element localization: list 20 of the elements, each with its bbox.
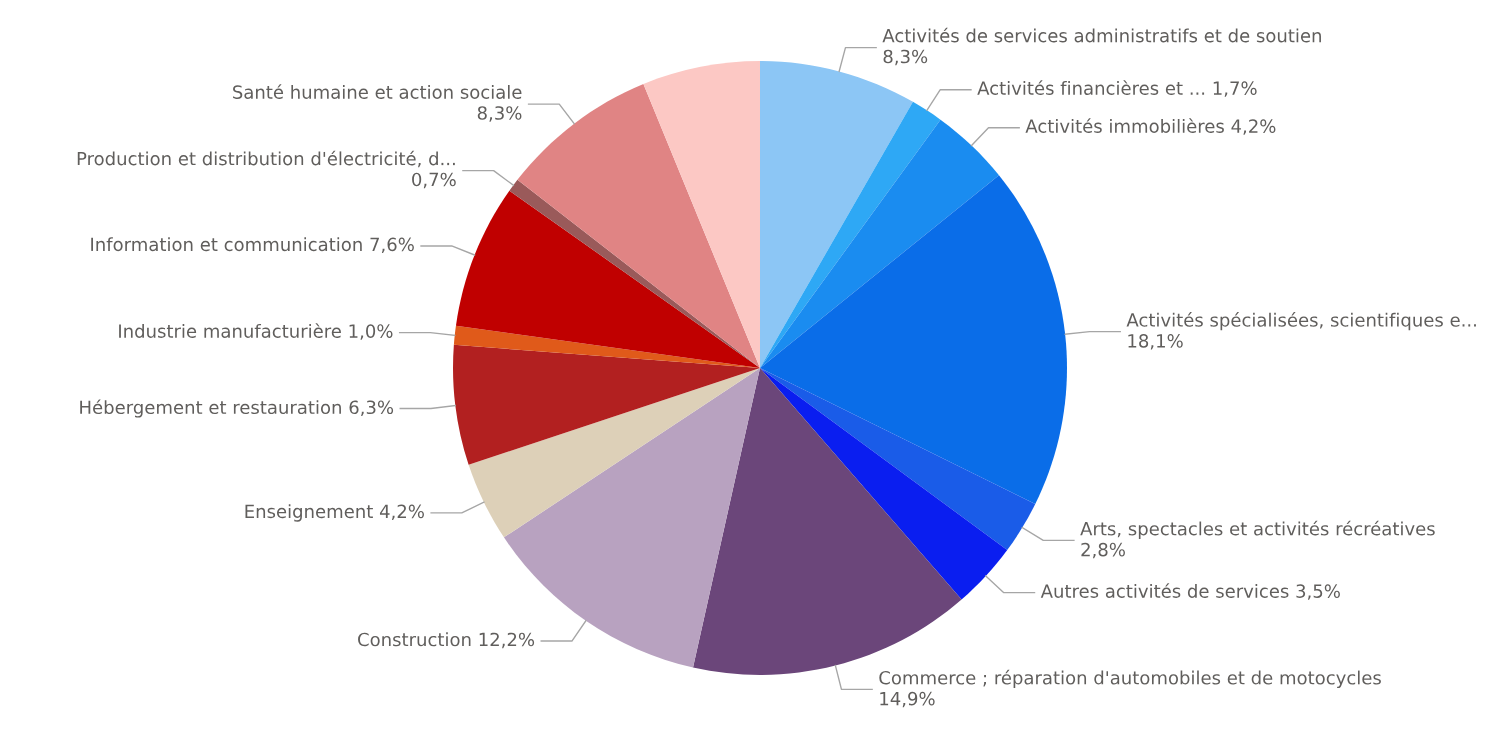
slice-label: Arts, spectacles et activités récréatives	[1080, 520, 1435, 539]
data-label: 14,9%	[880, 691, 935, 708]
slice-label: Autres activités de services 3,5%	[1040, 583, 1340, 600]
slice-label: Activités immobilières 4,2%	[1025, 118, 1276, 135]
slice-label: Activités spécialisées, scientifiques e...	[1126, 312, 1476, 331]
slice-label: Industrie manufacturière 1,0%	[119, 323, 393, 340]
slice-label: Santé humaine et action sociale	[233, 84, 522, 99]
slice-label: Information et communication 7,6%	[91, 237, 414, 254]
data-label: 2,8%	[1081, 542, 1125, 559]
slice-label: Commerce ; réparation d'automobiles et de motocycles	[879, 669, 1381, 689]
slice-label: Hébergement et restauration 6,3%	[80, 399, 394, 418]
slice-label: Enseignement 4,2%	[245, 504, 424, 522]
data-label: 8,3%	[883, 49, 928, 66]
slice-label: Activités financières et ... 1,7%	[977, 80, 1257, 97]
data-label: 18,1%	[1128, 334, 1183, 350]
slice-label: Production et distribution d'électricité, d...	[77, 150, 455, 168]
slice-label: Activités de services administratifs et de soutien	[882, 27, 1321, 43]
data-label: 0,7%	[412, 172, 456, 189]
slice-label: Construction 12,2%	[358, 632, 535, 649]
data-label: 8,3%	[477, 106, 522, 122]
